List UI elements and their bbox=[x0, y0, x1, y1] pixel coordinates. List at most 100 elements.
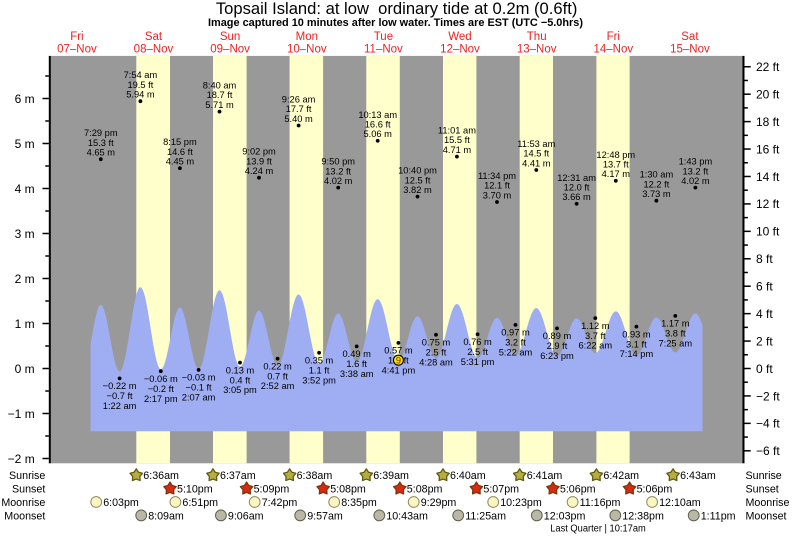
svg-text:0.75 m: 0.75 m bbox=[422, 338, 451, 348]
svg-text:7:54 am: 7:54 am bbox=[124, 70, 158, 80]
svg-text:8:15 pm: 8:15 pm bbox=[163, 137, 197, 147]
svg-text:2.9 ft: 2.9 ft bbox=[547, 341, 568, 351]
svg-text:5:08pm: 5:08pm bbox=[330, 483, 366, 495]
svg-text:9:50 pm: 9:50 pm bbox=[321, 157, 355, 167]
svg-text:6:23 pm: 6:23 pm bbox=[540, 351, 574, 361]
svg-text:15.3 ft: 15.3 ft bbox=[88, 138, 114, 148]
svg-text:3.82 m: 3.82 m bbox=[403, 185, 432, 195]
svg-text:09–Nov: 09–Nov bbox=[210, 43, 250, 55]
svg-text:Wed: Wed bbox=[448, 31, 471, 43]
svg-text:−0.7 ft: −0.7 ft bbox=[107, 391, 134, 401]
svg-text:13–Nov: 13–Nov bbox=[517, 43, 557, 55]
svg-text:7:14 pm: 7:14 pm bbox=[620, 349, 654, 359]
svg-text:4.65 m: 4.65 m bbox=[87, 148, 116, 158]
svg-text:0.97 m: 0.97 m bbox=[501, 328, 530, 338]
svg-text:14.6 ft: 14.6 ft bbox=[167, 147, 193, 157]
svg-text:0.76 m: 0.76 m bbox=[463, 337, 492, 347]
svg-text:2 m: 2 m bbox=[15, 272, 35, 286]
svg-text:Moonrise: Moonrise bbox=[746, 497, 790, 509]
svg-text:Sunrise: Sunrise bbox=[9, 470, 45, 482]
svg-text:5 m: 5 m bbox=[15, 137, 35, 151]
svg-text:14 ft: 14 ft bbox=[756, 170, 780, 184]
svg-text:22 ft: 22 ft bbox=[756, 60, 780, 74]
svg-text:9:26 am: 9:26 am bbox=[282, 94, 316, 104]
svg-text:3.7 ft: 3.7 ft bbox=[585, 331, 606, 341]
svg-text:11:16pm: 11:16pm bbox=[580, 497, 621, 509]
svg-text:14–Nov: 14–Nov bbox=[593, 43, 633, 55]
svg-text:12 ft: 12 ft bbox=[756, 197, 780, 211]
svg-text:4.17 m: 4.17 m bbox=[602, 169, 631, 179]
svg-text:2:07 am: 2:07 am bbox=[182, 392, 216, 402]
svg-text:12:38pm: 12:38pm bbox=[622, 510, 664, 522]
svg-text:10:13 am: 10:13 am bbox=[358, 110, 397, 120]
svg-text:6:37am: 6:37am bbox=[220, 470, 256, 482]
svg-text:0.22 m: 0.22 m bbox=[263, 361, 292, 371]
svg-text:−0.06 m: −0.06 m bbox=[144, 374, 178, 384]
svg-text:07–Nov: 07–Nov bbox=[57, 43, 97, 55]
svg-text:12.0 ft: 12.0 ft bbox=[564, 182, 590, 192]
svg-text:3:05 pm: 3:05 pm bbox=[223, 385, 257, 395]
svg-text:4.02 m: 4.02 m bbox=[681, 176, 710, 186]
svg-text:16 ft: 16 ft bbox=[756, 142, 780, 156]
svg-text:13.9 ft: 13.9 ft bbox=[246, 156, 272, 166]
svg-text:11:53 am: 11:53 am bbox=[517, 139, 555, 149]
svg-text:Topsail Island: at low ordina: Topsail Island: at low ordinary tide at … bbox=[216, 0, 578, 18]
svg-text:3.1 ft: 3.1 ft bbox=[626, 339, 647, 349]
svg-text:6:40am: 6:40am bbox=[450, 470, 486, 482]
svg-text:6:36am: 6:36am bbox=[143, 470, 179, 482]
svg-text:10:23pm: 10:23pm bbox=[500, 497, 542, 509]
svg-text:1:30 am: 1:30 am bbox=[640, 170, 674, 180]
svg-text:5:22 am: 5:22 am bbox=[499, 347, 533, 357]
svg-text:4.41 m: 4.41 m bbox=[522, 158, 551, 168]
svg-text:6:22 am: 6:22 am bbox=[579, 341, 613, 351]
svg-text:4 m: 4 m bbox=[15, 182, 35, 196]
svg-text:−0.03 m: −0.03 m bbox=[182, 373, 216, 383]
svg-text:Thu: Thu bbox=[527, 31, 547, 43]
svg-text:0.49 m: 0.49 m bbox=[342, 349, 371, 359]
svg-text:5:08pm: 5:08pm bbox=[407, 483, 443, 495]
svg-text:Mon: Mon bbox=[296, 31, 318, 43]
svg-text:10:40 pm: 10:40 pm bbox=[398, 166, 437, 176]
svg-text:6:41am: 6:41am bbox=[527, 470, 563, 482]
svg-text:Sunset: Sunset bbox=[12, 483, 45, 495]
svg-text:0.35 m: 0.35 m bbox=[305, 356, 334, 366]
svg-text:15.5 ft: 15.5 ft bbox=[444, 135, 470, 145]
svg-text:−4 ft: −4 ft bbox=[756, 417, 780, 431]
svg-text:12.2 ft: 12.2 ft bbox=[643, 179, 669, 189]
svg-text:Moonset: Moonset bbox=[746, 510, 787, 522]
svg-text:12.5 ft: 12.5 ft bbox=[405, 175, 431, 185]
svg-text:−1 m: −1 m bbox=[8, 407, 35, 421]
svg-text:Sunset: Sunset bbox=[746, 483, 779, 495]
svg-text:Moonset: Moonset bbox=[4, 510, 45, 522]
svg-text:12:10am: 12:10am bbox=[659, 497, 701, 509]
svg-text:0 ft: 0 ft bbox=[756, 362, 773, 376]
svg-text:5:06pm: 5:06pm bbox=[560, 483, 596, 495]
svg-text:5:07pm: 5:07pm bbox=[483, 483, 519, 495]
svg-text:−0.2 ft: −0.2 ft bbox=[148, 384, 175, 394]
svg-text:−0.1 ft: −0.1 ft bbox=[186, 383, 213, 393]
svg-text:3:38 am: 3:38 am bbox=[340, 369, 374, 379]
svg-text:3 m: 3 m bbox=[15, 227, 35, 241]
svg-text:1.9 ft: 1.9 ft bbox=[388, 356, 409, 366]
svg-text:4.45 m: 4.45 m bbox=[166, 157, 195, 167]
svg-text:4.71 m: 4.71 m bbox=[443, 145, 472, 155]
svg-text:1.6 ft: 1.6 ft bbox=[346, 359, 367, 369]
svg-text:Sun: Sun bbox=[220, 31, 240, 43]
svg-text:1.12 m: 1.12 m bbox=[581, 321, 610, 331]
svg-text:14.5 ft: 14.5 ft bbox=[523, 149, 549, 159]
svg-text:0.57 m: 0.57 m bbox=[384, 346, 413, 356]
svg-text:10 ft: 10 ft bbox=[756, 225, 780, 239]
svg-text:16.6 ft: 16.6 ft bbox=[365, 119, 391, 129]
svg-text:20 ft: 20 ft bbox=[756, 88, 780, 102]
svg-text:−2 ft: −2 ft bbox=[756, 389, 780, 403]
svg-text:5:31 pm: 5:31 pm bbox=[461, 357, 495, 367]
svg-text:7:29 pm: 7:29 pm bbox=[84, 128, 118, 138]
svg-text:Sat: Sat bbox=[145, 31, 163, 43]
svg-text:Sunrise: Sunrise bbox=[746, 470, 782, 482]
svg-text:3.66 m: 3.66 m bbox=[562, 192, 591, 202]
svg-text:11:25am: 11:25am bbox=[465, 510, 506, 522]
svg-text:1:11pm: 1:11pm bbox=[701, 510, 736, 522]
svg-text:4.02 m: 4.02 m bbox=[324, 176, 353, 186]
svg-text:3.73 m: 3.73 m bbox=[642, 189, 671, 199]
svg-text:5.71 m: 5.71 m bbox=[205, 100, 234, 110]
